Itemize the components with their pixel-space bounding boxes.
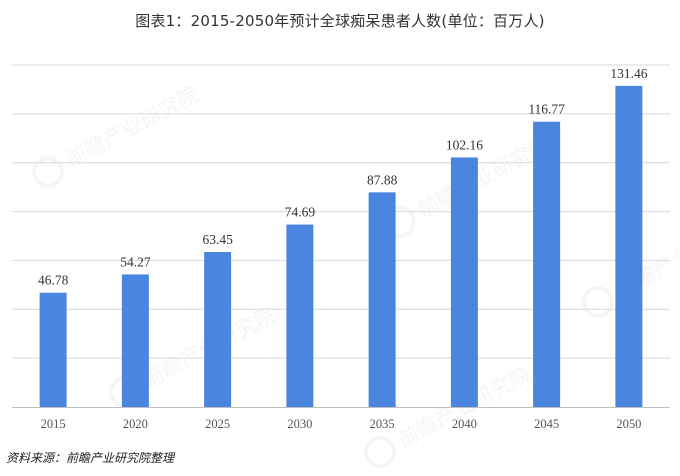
watermark-text: 前瞻产业研究院 [62,82,203,172]
bar-2015 [39,292,67,407]
bar-2040 [450,157,478,407]
x-tick-label-2035: 2035 [370,417,395,431]
data-label-2015: 46.78 [38,273,69,288]
data-labels: 46.78 54.27 63.45 74.69 87.88 102.16 116.77 131… [38,66,648,288]
watermark-logo-icon [582,286,614,318]
bar-2030 [286,224,314,407]
bar-2045 [533,121,561,408]
bar-2025 [204,252,232,407]
x-tick-labels: 2015 2020 2025 2030 2035 2040 2045 2050 [41,417,642,431]
x-tick-label-2040: 2040 [452,417,477,431]
x-tick-label-2025: 2025 [205,417,230,431]
x-tick-label-2050: 2050 [616,417,641,431]
x-tick-label-2030: 2030 [287,417,312,431]
chart-title: 图表1：2015-2050年预计全球痴呆患者人数(单位：百万人) [135,12,545,30]
x-tick-label-2045: 2045 [534,417,559,431]
bar-2035 [368,192,396,407]
watermark-logo-icon [31,156,64,188]
source-note: 资料来源：前瞻产业研究院整理 [6,451,175,465]
data-label-2020: 54.27 [120,254,151,269]
watermark-logo-icon [364,436,396,468]
x-tick-label-2020: 2020 [123,417,148,431]
bars [39,85,643,408]
bar-2020 [121,274,149,407]
watermark-1: 前瞻产业研究院 [31,82,203,188]
data-label-2035: 87.88 [367,172,398,187]
data-label-2030: 74.69 [285,205,316,220]
data-label-2045: 116.77 [528,102,565,117]
data-label-2050: 131.46 [610,66,647,81]
bar-2050 [615,85,643,407]
data-label-2040: 102.16 [446,137,483,152]
x-tick-label-2015: 2015 [41,417,66,431]
gridlines [12,64,670,359]
data-label-2025: 63.45 [202,232,233,247]
